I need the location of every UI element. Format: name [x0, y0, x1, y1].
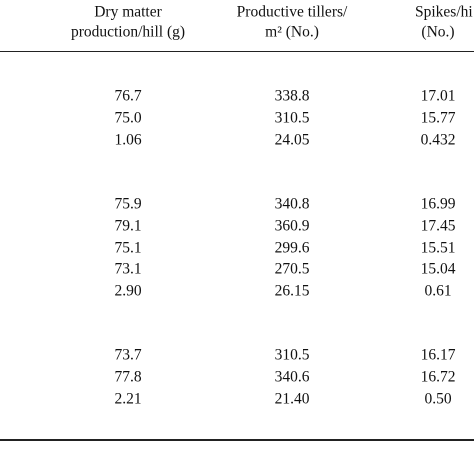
table-cell: 24.05 [274, 130, 310, 148]
header-rule [0, 51, 474, 52]
table-cell: 338.8 [274, 87, 310, 105]
table-cell: 360.9 [274, 217, 310, 235]
table-cell: 16.17 [420, 346, 456, 364]
column-header: Spikes/hi [415, 3, 473, 21]
table-cell: 15.77 [420, 109, 456, 127]
table-cell: 2.21 [114, 389, 142, 407]
table-cell: 2.90 [114, 282, 142, 300]
bottom-rule [0, 439, 474, 441]
table-cell: 310.5 [274, 346, 310, 364]
table-cell: 79.1 [114, 217, 142, 235]
column-header: (No.) [421, 23, 455, 41]
table-cell: 1.06 [114, 130, 142, 148]
table-cell: 75.1 [114, 238, 142, 256]
table-cell: 17.45 [420, 217, 456, 235]
table-cell: 0.432 [420, 130, 456, 148]
table-cell: 73.7 [114, 346, 142, 364]
table-cell: 76.7 [114, 87, 142, 105]
column-header: m² (No.) [265, 23, 319, 41]
table-cell: 15.04 [420, 260, 456, 278]
table-cell: 340.6 [274, 368, 310, 386]
column-header: Dry matter [94, 3, 162, 21]
table-cell: 270.5 [274, 260, 310, 278]
table-cell: 21.40 [274, 389, 310, 407]
table-cell: 340.8 [274, 195, 310, 213]
table-cell: 17.01 [420, 87, 456, 105]
table-cell: 15.51 [420, 238, 456, 256]
column-header: production/hill (g) [70, 23, 186, 41]
table-cell: 75.0 [114, 109, 142, 127]
table-cell: 77.8 [114, 368, 142, 386]
table-cell: 73.1 [114, 260, 142, 278]
table-cell: 16.99 [420, 195, 456, 213]
table-cell: 0.61 [424, 282, 452, 300]
table-cell: 26.15 [274, 282, 310, 300]
table-cell: 16.72 [420, 368, 456, 386]
column-header: Productive tillers/ [236, 3, 348, 21]
table-cell: 0.50 [424, 389, 452, 407]
table-cell: 310.5 [274, 109, 310, 127]
table-cell: 75.9 [114, 195, 142, 213]
table-cell: 299.6 [274, 238, 310, 256]
